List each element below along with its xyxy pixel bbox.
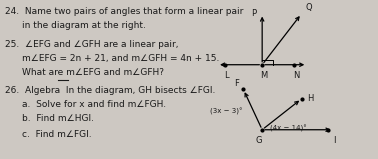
Text: Q: Q xyxy=(305,3,312,12)
Text: G: G xyxy=(255,136,262,145)
Text: F: F xyxy=(234,79,239,88)
Text: N: N xyxy=(293,71,299,80)
Text: 24.  Name two pairs of angles that form a linear pair: 24. Name two pairs of angles that form a… xyxy=(5,7,243,16)
Text: m∠EFG = 2n + 21, and m∠GFH = 4n + 15.: m∠EFG = 2n + 21, and m∠GFH = 4n + 15. xyxy=(22,54,219,63)
Text: H: H xyxy=(307,93,314,103)
Text: P: P xyxy=(251,9,257,18)
Text: 26.  Algebra  In the diagram, GH bisects ∠FGI.: 26. Algebra In the diagram, GH bisects ∠… xyxy=(5,86,215,95)
Text: M: M xyxy=(260,71,267,80)
Text: 25.  ∠EFG and ∠GFH are a linear pair,: 25. ∠EFG and ∠GFH are a linear pair, xyxy=(5,40,179,49)
Text: in the diagram at the right.: in the diagram at the right. xyxy=(22,21,146,30)
Text: L: L xyxy=(224,71,229,80)
Text: (3x − 3)°: (3x − 3)° xyxy=(210,107,242,115)
Text: c.  Find m∠FGI.: c. Find m∠FGI. xyxy=(22,130,91,139)
Text: (4x − 14)°: (4x − 14)° xyxy=(270,125,307,132)
Text: I: I xyxy=(333,136,336,145)
Text: What are m∠EFG and m∠GFH?: What are m∠EFG and m∠GFH? xyxy=(22,68,164,77)
Text: a.  Solve for x and find m∠FGH.: a. Solve for x and find m∠FGH. xyxy=(22,100,166,109)
Text: b.  Find m∠HGI.: b. Find m∠HGI. xyxy=(22,114,94,123)
